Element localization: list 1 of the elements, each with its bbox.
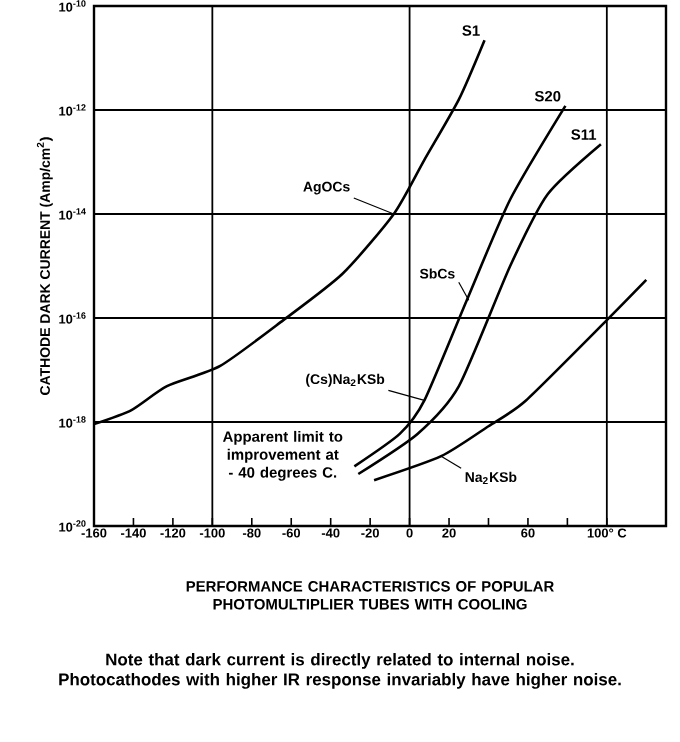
text: Note that dark current is directly related to internal noise. Photocathodes with higher IR response invariably have higher noise.: [59, 653, 621, 689]
